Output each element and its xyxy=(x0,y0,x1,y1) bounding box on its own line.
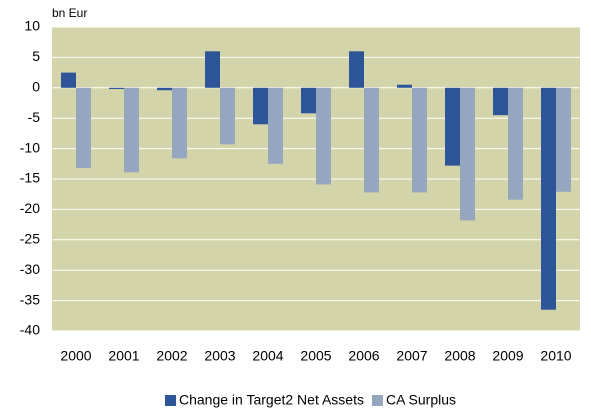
y-tick-label: 5 xyxy=(32,48,40,64)
bar xyxy=(157,87,172,91)
legend-swatch xyxy=(371,395,383,406)
bar xyxy=(412,87,427,193)
x-tick-label: 2006 xyxy=(348,348,379,364)
y-tick-label: -10 xyxy=(20,139,40,155)
bar xyxy=(556,87,571,192)
x-tick-label: 2000 xyxy=(60,348,91,364)
x-tick-label: 2008 xyxy=(444,348,475,364)
x-tick-label: 2001 xyxy=(108,348,139,364)
x-tick-label: 2004 xyxy=(252,348,283,364)
x-tick-label: 2009 xyxy=(492,348,523,364)
y-tick-label: -35 xyxy=(20,291,40,307)
bar xyxy=(205,51,220,88)
bar xyxy=(460,87,475,221)
y-tick-label: 0 xyxy=(32,79,40,95)
y-tick-label: -5 xyxy=(28,109,41,125)
legend-label: Change in Target2 Net Assets xyxy=(179,392,364,408)
x-tick-label: 2005 xyxy=(300,348,331,364)
x-tick-label: 2002 xyxy=(156,348,187,364)
bar xyxy=(493,87,508,116)
bar xyxy=(301,87,316,114)
bar xyxy=(109,87,124,90)
bar xyxy=(76,87,91,169)
bar xyxy=(220,87,235,145)
bar xyxy=(445,87,460,166)
x-tick-label: 2003 xyxy=(204,348,235,364)
y-tick-label: -25 xyxy=(20,231,40,247)
y-axis-label: bn Eur xyxy=(52,6,87,20)
bar xyxy=(61,72,76,88)
bar xyxy=(253,87,268,125)
y-tick-label: -20 xyxy=(20,200,40,216)
legend-swatch xyxy=(165,395,176,406)
bar xyxy=(172,87,187,159)
bar xyxy=(124,87,139,173)
y-tick-label: 10 xyxy=(24,18,40,34)
bar xyxy=(364,87,379,193)
x-tick-label: 2010 xyxy=(540,348,571,364)
x-tick-label: 2007 xyxy=(396,348,427,364)
bar xyxy=(316,87,331,185)
y-tick-label: -30 xyxy=(20,261,40,277)
legend-label: CA Surplus xyxy=(386,392,456,408)
bar xyxy=(349,51,364,88)
bar xyxy=(541,87,556,310)
bar xyxy=(268,87,283,164)
bar xyxy=(397,84,412,88)
y-tick-label: -15 xyxy=(20,170,40,186)
bar xyxy=(508,87,523,200)
y-tick-label: -40 xyxy=(20,322,40,338)
